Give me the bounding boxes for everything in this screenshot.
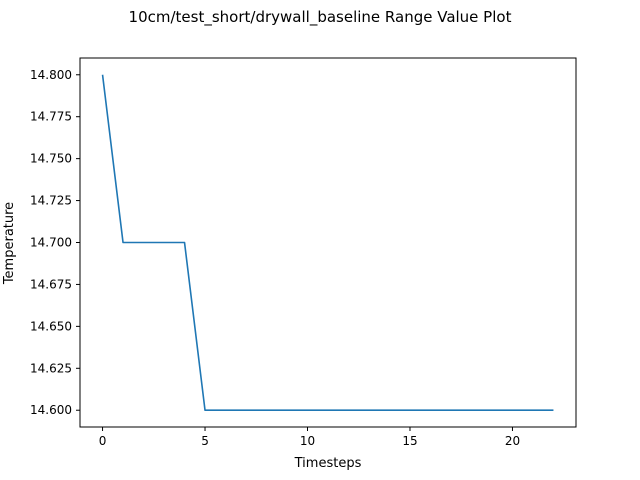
x-tick-label: 10 <box>300 434 315 448</box>
x-tick-label: 5 <box>201 434 209 448</box>
y-tick-label: 14.675 <box>30 277 72 291</box>
y-tick-label: 14.650 <box>30 319 72 333</box>
y-axis: 14.600 14.625 14.650 14.675 14.700 14.725 14.7… <box>30 68 80 417</box>
y-tick-label: 14.600 <box>30 403 72 417</box>
x-axis: 0 5 10 15 20 <box>99 427 520 448</box>
y-axis-label: Temperature <box>2 202 17 285</box>
x-tick-label: 20 <box>505 434 520 448</box>
x-tick-label: 0 <box>99 434 107 448</box>
plot-area <box>101 74 554 412</box>
x-axis-label: Timesteps <box>294 456 362 471</box>
y-tick-label: 14.700 <box>30 236 72 250</box>
y-tick-label: 14.775 <box>30 110 72 124</box>
y-tick-label: 14.800 <box>30 68 72 82</box>
x-tick-label: 15 <box>402 434 417 448</box>
y-tick-label: 14.725 <box>30 194 72 208</box>
y-tick-label: 14.750 <box>30 152 72 166</box>
series-line-0 <box>101 74 554 412</box>
chart-title: 10cm/test_short/drywall_baseline Range V… <box>129 8 512 27</box>
y-tick-label: 14.625 <box>30 361 72 375</box>
